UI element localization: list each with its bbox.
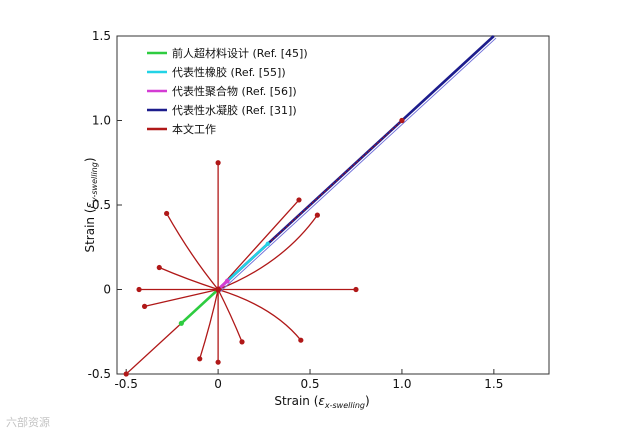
y-tick-label: 1.5: [92, 29, 111, 43]
curve-end-point: [123, 371, 129, 377]
series-curve-this-work: [217, 199, 300, 290]
legend-label: 代表性橡胶 (Ref. [55]): [172, 65, 286, 79]
curve-end-point: [239, 339, 245, 345]
x-axis-label-main: Strain (: [274, 394, 318, 408]
x-axis-label-greek: ε: [318, 394, 325, 408]
curve-end-point: [215, 160, 221, 166]
y-axis-label-sub: y-swelling: [90, 162, 99, 203]
origin-point: [215, 286, 222, 293]
y-axis-label: Strain (εy-swelling): [83, 157, 99, 252]
series-curve-this-work: [217, 289, 243, 343]
legend-label: 前人超材料设计 (Ref. [45]): [172, 46, 308, 60]
legend-label: 代表性水凝胶 (Ref. [31]): [172, 103, 297, 117]
series-curve-this-work: [166, 213, 219, 290]
x-tick-label: 1.5: [484, 377, 503, 391]
curve-end-point: [296, 197, 302, 203]
y-tick-label: -0.5: [88, 367, 111, 381]
series-curve-this-work: [144, 288, 219, 308]
curve-end-point: [136, 286, 142, 293]
x-axis-label-sub: x-swelling: [324, 401, 365, 410]
y-tick-label: 1.0: [92, 114, 111, 128]
legend-label: 本文工作: [172, 122, 216, 136]
curve-end-point: [156, 264, 162, 271]
series-point-rubber: [265, 241, 270, 247]
series-point-metamaterial: [178, 320, 184, 326]
curve-end-point: [141, 303, 148, 309]
series-curve-this-work: [217, 214, 318, 291]
diagonal-end-point: [399, 117, 405, 124]
watermark: 六部资源: [6, 416, 50, 429]
x-tick-label: 1.0: [392, 377, 411, 391]
curve-end-point: [197, 356, 203, 362]
x-tick-label: -0.5: [114, 377, 137, 391]
series-line-metamaterial: [180, 288, 219, 325]
series-curve-this-work: [199, 289, 219, 359]
curve-end-point: [215, 359, 221, 365]
x-tick-label: 0: [214, 377, 222, 391]
curve-end-point: [164, 210, 170, 217]
y-axis-label-close: ): [83, 157, 97, 162]
series-line-hydrogel-highlight: [220, 37, 497, 292]
x-axis-label: Strain (εx-swelling): [274, 394, 369, 410]
series-curve-this-work: [217, 288, 302, 341]
series-curve-this-work: [159, 266, 219, 291]
y-axis-label-greek: ε: [83, 201, 97, 208]
series-point-polymer: [224, 278, 230, 284]
x-axis-label-close: ): [365, 394, 370, 408]
legend-label: 代表性聚合物 (Ref. [56]): [172, 84, 297, 98]
y-axis-label-main: Strain (: [83, 208, 97, 252]
curve-end-point: [314, 212, 320, 218]
y-tick-label: 0: [103, 283, 111, 297]
y-tick-label: 0.5: [92, 198, 111, 212]
curve-end-point: [353, 286, 359, 293]
x-tick-label: 0.5: [300, 377, 319, 391]
curve-end-point: [298, 337, 304, 343]
